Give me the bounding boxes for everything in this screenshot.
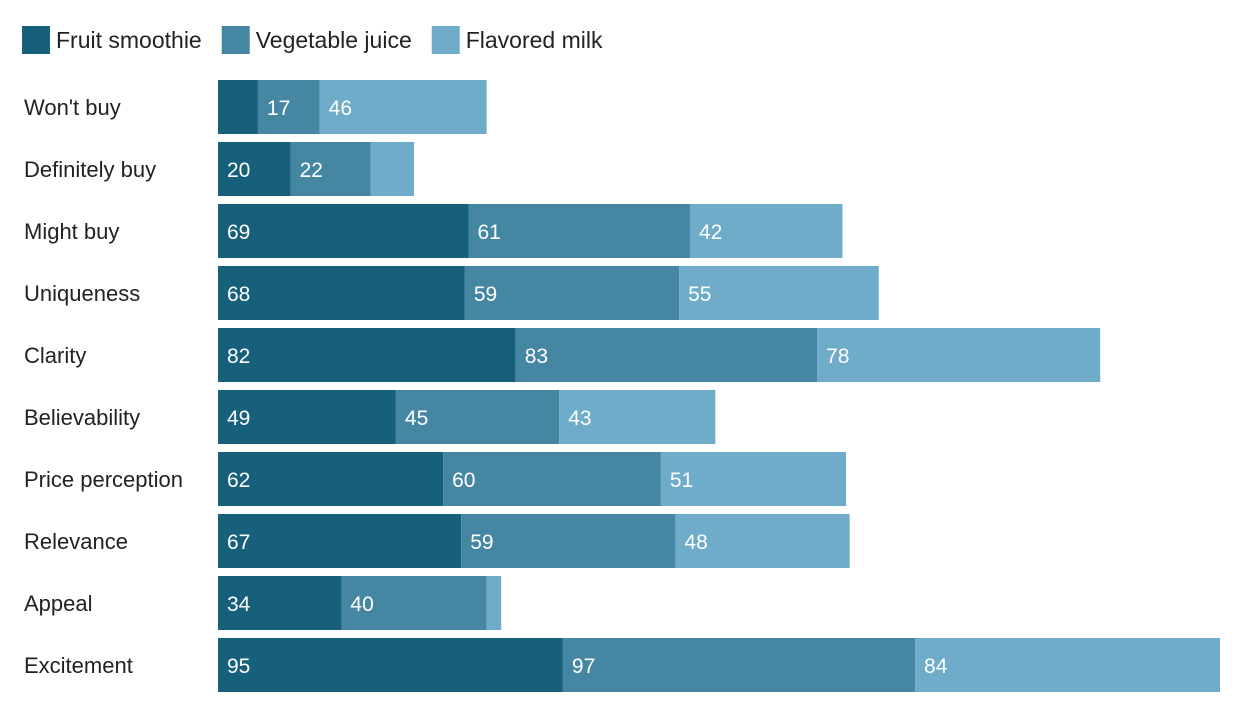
value-label-vegetable-juice-excitement: 97 — [572, 655, 595, 678]
value-label-vegetable-juice-won-t-buy: 17 — [267, 97, 290, 120]
value-label-fruit-smoothie-definitely-buy: 20 — [227, 159, 250, 182]
bar-flavored-milk-uniqueness — [679, 266, 879, 320]
category-label-won-t-buy: Won't buy — [24, 95, 121, 120]
legend-label-fruit-smoothie: Fruit smoothie — [56, 27, 202, 53]
category-label-might-buy: Might buy — [24, 219, 119, 244]
value-label-fruit-smoothie-clarity: 82 — [227, 345, 250, 368]
legend-swatch-flavored-milk — [431, 26, 460, 54]
value-label-vegetable-juice-clarity: 83 — [525, 345, 548, 368]
value-label-fruit-smoothie-relevance: 67 — [227, 531, 250, 554]
value-label-vegetable-juice-appeal: 40 — [350, 593, 373, 616]
value-label-vegetable-juice-uniqueness: 59 — [474, 283, 497, 306]
bar-vegetable-juice-clarity — [515, 328, 818, 382]
value-label-flavored-milk-relevance: 48 — [684, 531, 707, 554]
bar-vegetable-juice-excitement — [562, 638, 916, 692]
bar-vegetable-juice-appeal — [341, 576, 487, 630]
legend-label-flavored-milk: Flavored milk — [466, 27, 603, 53]
bar-fruit-smoothie-won-t-buy — [218, 80, 258, 134]
bar-fruit-smoothie-believability — [218, 390, 396, 444]
value-label-fruit-smoothie-appeal: 34 — [227, 593, 251, 616]
value-label-flavored-milk-believability: 43 — [568, 407, 591, 430]
bar-flavored-milk-believability — [559, 390, 716, 444]
category-label-price-perception: Price perception — [24, 467, 183, 492]
bar-fruit-smoothie-excitement — [218, 638, 563, 692]
bar-fruit-smoothie-uniqueness — [218, 266, 465, 320]
category-label-uniqueness: Uniqueness — [24, 281, 140, 306]
category-label-excitement: Excitement — [24, 653, 133, 678]
bar-flavored-milk-clarity — [817, 328, 1101, 382]
bars — [218, 80, 1220, 692]
legend-label-vegetable-juice: Vegetable juice — [256, 27, 412, 53]
bar-vegetable-juice-might-buy — [468, 204, 690, 258]
category-label-believability: Believability — [24, 405, 140, 430]
value-label-fruit-smoothie-uniqueness: 68 — [227, 283, 250, 306]
legend: Fruit smoothie Vegetable juice Flavored mi… — [22, 26, 603, 54]
bar-fruit-smoothie-appeal — [218, 576, 342, 630]
bar-fruit-smoothie-price-perception — [218, 452, 444, 506]
bar-flavored-milk-definitely-buy — [370, 142, 415, 196]
category-label-relevance: Relevance — [24, 529, 128, 554]
bar-flavored-milk-won-t-buy — [319, 80, 487, 134]
value-label-flavored-milk-excitement: 84 — [924, 655, 948, 678]
value-labels: 17 46 20 22 69 61 42 68 59 55 82 83 78 49 45 43 62 60 51 67… — [227, 97, 948, 678]
category-label-clarity: Clarity — [24, 343, 86, 368]
category-labels: Won't buy Definitely buy Might buy Uniquene… — [24, 95, 183, 678]
bar-flavored-milk-excitement — [915, 638, 1220, 692]
bar-fruit-smoothie-relevance — [218, 514, 462, 568]
value-label-fruit-smoothie-might-buy: 69 — [227, 221, 250, 244]
value-label-vegetable-juice-relevance: 59 — [470, 531, 493, 554]
bar-flavored-milk-appeal — [486, 576, 502, 630]
value-label-vegetable-juice-believability: 45 — [405, 407, 428, 430]
value-label-flavored-milk-won-t-buy: 46 — [329, 97, 352, 120]
value-label-vegetable-juice-might-buy: 61 — [478, 221, 501, 244]
value-label-flavored-milk-might-buy: 42 — [699, 221, 722, 244]
value-label-flavored-milk-uniqueness: 55 — [688, 283, 711, 306]
bar-flavored-milk-price-perception — [660, 452, 847, 506]
bar-flavored-milk-might-buy — [689, 204, 843, 258]
bar-vegetable-juice-price-perception — [443, 452, 661, 506]
bar-vegetable-juice-won-t-buy — [257, 80, 320, 134]
value-label-fruit-smoothie-price-perception: 62 — [227, 469, 250, 492]
value-label-flavored-milk-clarity: 78 — [826, 345, 849, 368]
category-label-definitely-buy: Definitely buy — [24, 157, 156, 182]
bar-vegetable-juice-relevance — [461, 514, 676, 568]
bar-fruit-smoothie-definitely-buy — [218, 142, 291, 196]
bar-flavored-milk-relevance — [675, 514, 850, 568]
value-label-fruit-smoothie-excitement: 95 — [227, 655, 250, 678]
bar-vegetable-juice-uniqueness — [464, 266, 680, 320]
category-label-appeal: Appeal — [24, 591, 93, 616]
legend-swatch-fruit-smoothie — [22, 26, 50, 54]
bar-fruit-smoothie-clarity — [218, 328, 516, 382]
value-label-vegetable-juice-price-perception: 60 — [452, 469, 475, 492]
bar-fruit-smoothie-might-buy — [218, 204, 469, 258]
value-label-flavored-milk-price-perception: 51 — [670, 469, 693, 492]
value-label-vegetable-juice-definitely-buy: 22 — [300, 159, 323, 182]
bar-vegetable-juice-believability — [395, 390, 560, 444]
value-label-fruit-smoothie-believability: 49 — [227, 407, 250, 430]
bar-vegetable-juice-definitely-buy — [290, 142, 371, 196]
legend-swatch-vegetable-juice — [221, 26, 250, 54]
